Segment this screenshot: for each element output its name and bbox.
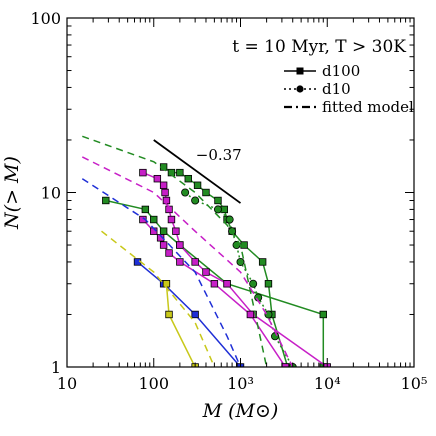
data-point: [213, 205, 222, 214]
data-point: [210, 280, 219, 288]
series-line: [82, 135, 268, 367]
data-point: [141, 205, 150, 214]
series-line: [137, 261, 242, 367]
series-4: [139, 215, 290, 367]
series-line: [163, 166, 289, 367]
data-point: [181, 188, 190, 197]
data-point: [167, 168, 176, 177]
plot-frame: [66, 17, 415, 368]
data-point: [214, 196, 222, 205]
series-line: [81, 178, 242, 367]
series-9: [81, 178, 242, 367]
x-tick-label: 10³: [227, 374, 254, 393]
legend-label: fitted model: [322, 98, 414, 116]
y-tick-label: 10: [41, 184, 61, 203]
x-tick-label: 100: [138, 374, 169, 393]
y-axis-label: N(> M): [1, 156, 23, 230]
data-point: [191, 258, 199, 266]
series-line: [165, 283, 196, 367]
data-point: [165, 310, 173, 319]
data-point: [264, 310, 273, 319]
data-point: [159, 181, 168, 189]
y-tick-label: 1: [51, 358, 61, 377]
legend-label: d10: [322, 80, 351, 98]
series-layer: [81, 135, 331, 367]
data-point: [159, 241, 168, 249]
annotation: t = 10 Myr, T > 30K: [232, 37, 406, 57]
legend-item: d100: [284, 62, 360, 80]
data-point: [139, 168, 147, 177]
slope-label: −0.37: [196, 146, 242, 164]
data-point: [191, 196, 200, 205]
data-point: [191, 310, 199, 319]
series-6: [162, 280, 199, 367]
data-point: [319, 310, 327, 319]
data-point: [176, 168, 184, 177]
legend-item: d10: [284, 80, 351, 98]
data-point: [236, 257, 245, 266]
data-point: [176, 258, 184, 266]
series-0: [159, 163, 292, 367]
legend-marker: [296, 85, 304, 93]
data-point: [156, 234, 165, 242]
data-point: [159, 227, 168, 235]
series-line: [101, 230, 216, 367]
series-8: [81, 156, 294, 367]
data-point: [150, 215, 158, 224]
data-point: [153, 174, 162, 183]
x-tick-label: 10: [57, 374, 77, 393]
data-point: [172, 227, 180, 235]
legend-item: fitted model: [284, 98, 414, 116]
data-point: [165, 249, 173, 257]
data-point: [246, 310, 255, 319]
series-line: [81, 156, 294, 367]
x-axis-label: M (M⊙): [202, 400, 279, 422]
series-line: [184, 191, 294, 367]
data-point: [176, 241, 184, 249]
data-point: [161, 188, 169, 197]
data-point: [258, 258, 267, 266]
data-point: [240, 241, 248, 249]
data-point: [162, 280, 171, 288]
data-point: [162, 196, 171, 205]
data-point: [202, 268, 210, 276]
series-line: [142, 171, 328, 367]
series-2: [181, 188, 297, 367]
data-point: [193, 181, 202, 189]
data-point: [225, 215, 234, 224]
y-tick-label: 100: [30, 9, 61, 28]
data-point: [281, 363, 290, 367]
data-point: [271, 332, 280, 341]
x-tick-label: 10⁴: [314, 374, 341, 393]
data-point: [167, 215, 176, 224]
data-point: [102, 196, 110, 205]
data-point: [223, 280, 231, 288]
data-point: [202, 188, 210, 197]
series-10: [101, 230, 216, 367]
data-point: [184, 174, 192, 183]
data-point: [264, 280, 273, 288]
legend-label: d100: [322, 62, 360, 80]
slope-line: [153, 139, 242, 204]
slope-annotation: −0.37: [153, 139, 242, 204]
x-tick-label: 10⁵: [401, 374, 428, 393]
legend-marker: [296, 67, 304, 75]
series-7: [82, 135, 268, 367]
data-point: [249, 279, 258, 288]
